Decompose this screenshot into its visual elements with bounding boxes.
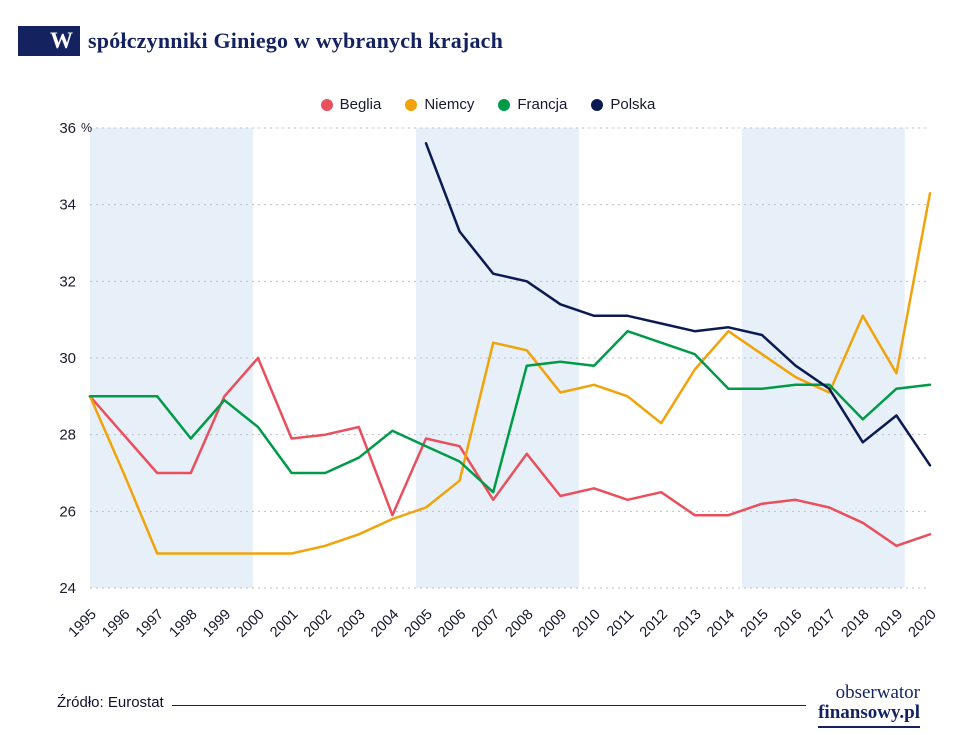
y-tick-label: 34: [59, 197, 76, 214]
brand-line1: obserwator: [835, 682, 920, 703]
x-tick-label: 1997: [133, 607, 167, 641]
x-tick-label: 2000: [234, 607, 268, 641]
legend-item-polska: Polska: [591, 96, 655, 113]
source-label: Źródło: Eurostat: [57, 694, 164, 711]
legend: Beglia Niemcy Francja Polska: [0, 96, 976, 113]
x-tick-label: 2006: [435, 607, 469, 641]
x-tick-label: 2012: [637, 607, 671, 641]
legend-dot-icon: [405, 98, 418, 111]
x-tick-label: 2001: [267, 607, 301, 641]
x-tick-label: 2007: [469, 607, 503, 641]
y-tick-label: 32: [59, 273, 76, 290]
legend-item-francja: Francja: [498, 96, 567, 113]
x-tick-label: 2015: [738, 607, 772, 641]
percent-sign: %: [81, 121, 92, 135]
x-tick-label: 2014: [704, 607, 738, 641]
brand-line2: finansowy.pl: [818, 701, 920, 723]
x-tick-label: 1995: [66, 607, 100, 641]
x-tick-label: 2003: [334, 607, 368, 641]
brand-underline: [818, 725, 920, 728]
x-tick-label: 2020: [906, 607, 940, 641]
brand-logo: obserwator finansowy.pl: [818, 683, 920, 728]
y-tick-label: 36: [59, 120, 76, 137]
legend-item-beglia: Beglia: [320, 96, 382, 113]
y-tick-label: 26: [59, 503, 76, 520]
legend-item-niemcy: Niemcy: [405, 96, 474, 113]
x-tick-label: 2004: [368, 607, 402, 641]
x-tick-label: 1998: [166, 607, 200, 641]
background-band: [90, 128, 253, 588]
legend-label: Niemcy: [424, 96, 475, 113]
background-band: [415, 128, 579, 588]
x-tick-label: 1999: [200, 607, 234, 641]
chart-header: W spółczynniki Giniego w wybranych kraja…: [18, 26, 503, 56]
series-line-francja: [88, 329, 932, 494]
x-tick-label: 2016: [771, 607, 805, 641]
x-tick-label: 2019: [872, 607, 906, 641]
x-tick-label: 2010: [570, 607, 604, 641]
x-tick-label: 2008: [502, 607, 536, 641]
series-line-polska: [424, 142, 932, 467]
x-tick-label: 1996: [99, 607, 133, 641]
series-line-beglia: [88, 356, 932, 548]
legend-label: Polska: [610, 96, 656, 113]
x-tick-label: 2018: [838, 607, 872, 641]
footer-rule: [172, 705, 806, 706]
page-title: spółczynniki Giniego w wybranych krajach: [88, 28, 504, 53]
series-line-niemcy: [88, 191, 932, 555]
y-tick-label: 28: [59, 427, 76, 444]
y-tick-label: 24: [59, 580, 76, 597]
legend-label: Beglia: [339, 96, 382, 113]
x-tick-label: 2002: [301, 607, 335, 641]
x-tick-label: 2017: [805, 607, 839, 641]
y-tick-label: 30: [59, 350, 76, 367]
legend-label: Francja: [517, 96, 568, 113]
legend-dot-icon: [591, 98, 604, 111]
legend-dot-icon: [320, 98, 333, 111]
title-first-letter-badge: W: [18, 26, 80, 56]
legend-dot-icon: [498, 98, 511, 111]
x-tick-label: 2011: [604, 607, 637, 640]
x-tick-label: 2013: [670, 607, 704, 641]
x-tick-label: 2005: [402, 607, 436, 641]
x-tick-label: 2009: [536, 607, 570, 641]
